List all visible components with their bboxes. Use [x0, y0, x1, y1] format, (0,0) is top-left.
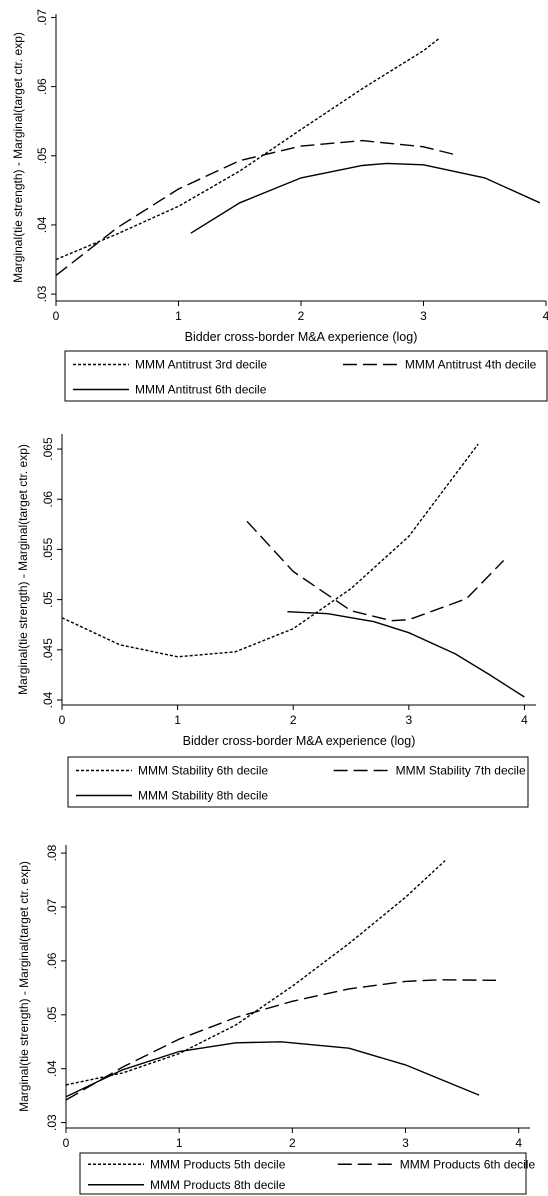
y-axis-title: Marginal(tie strength) - Marginal(target… — [11, 32, 25, 283]
x-tick-label: 2 — [289, 1136, 296, 1150]
legend-box — [64, 350, 548, 402]
x-tick-label: 1 — [174, 713, 181, 727]
x-axis-title: Bidder cross-border M&A experience (log) — [183, 734, 416, 748]
y-axis-title: Marginal(tie strength) - Marginal(target… — [16, 444, 30, 695]
y-tick-label: .03 — [35, 285, 49, 302]
x-tick-label: 0 — [53, 309, 60, 323]
y-tick-label: .05 — [41, 591, 55, 608]
chart-panel-1: 0 1 2 3 4 .03 .04 .05 .06 .07 Bidder cross-border … — [11, 9, 548, 402]
legend-box — [67, 756, 529, 808]
y-tick-label: .04 — [41, 691, 55, 708]
y-tick-label: .05 — [45, 1006, 59, 1023]
x-tick-label: 2 — [290, 713, 297, 727]
x-tick-label: 0 — [59, 713, 66, 727]
legend-entry: MMM Products 8th decile — [150, 1178, 286, 1192]
legend-entry: MMM Stability 6th decile — [138, 764, 268, 778]
y-axis-title: Marginal(tie strength) - Marginal(target… — [17, 861, 31, 1112]
legend-entry: MMM Stability 8th decile — [138, 789, 268, 803]
y-tick-label: .06 — [45, 952, 59, 969]
series-line-1 — [61, 443, 479, 658]
x-tick-label: 0 — [63, 1136, 70, 1150]
x-tick-label: 1 — [175, 309, 182, 323]
x-tick-label: 1 — [176, 1136, 183, 1150]
y-tick-label: .065 — [41, 437, 55, 461]
series-line-1 — [65, 860, 446, 1086]
legend-entry: MMM Antitrust 4th decile — [405, 358, 537, 372]
y-tick-label: .07 — [45, 898, 59, 915]
x-tick-label: 4 — [521, 713, 528, 727]
series-line-2 — [246, 520, 505, 622]
chart-panel-2: 0 1 2 3 4 .04 .045 .05 .055 .06 .065 Bidder cross-b… — [16, 434, 536, 808]
y-tick-label: .06 — [41, 491, 55, 508]
y-tick-label: .07 — [35, 9, 49, 26]
y-tick-label: .06 — [35, 78, 49, 95]
legend-box — [79, 1152, 527, 1195]
x-tick-label: 2 — [298, 309, 305, 323]
series-line-1 — [55, 37, 440, 261]
y-tick-label: .04 — [35, 216, 49, 233]
legend-entry: MMM Stability 7th decile — [396, 764, 526, 778]
x-tick-label: 4 — [515, 1136, 522, 1150]
y-tick-label: .03 — [45, 1114, 59, 1131]
x-tick-label: 4 — [543, 309, 548, 323]
x-axis-title: Bidder cross-border M&A experience (log) — [185, 330, 418, 344]
x-tick-label: 3 — [402, 1136, 409, 1150]
x-tick-label: 3 — [420, 309, 427, 323]
y-tick-label: .04 — [45, 1060, 59, 1077]
series-line-3 — [65, 1041, 480, 1098]
series-line-2 — [65, 979, 497, 1101]
series-line-2 — [55, 139, 455, 276]
y-tick-label: .05 — [35, 147, 49, 164]
legend-entry: MMM Products 5th decile — [150, 1157, 286, 1171]
y-tick-label: .055 — [41, 537, 55, 561]
series-line-3 — [287, 611, 525, 698]
legend-entry: MMM Products 6th decile — [400, 1157, 536, 1171]
y-tick-label: .08 — [45, 844, 59, 861]
legend-entry: MMM Antitrust 6th decile — [135, 383, 267, 397]
x-tick-label: 3 — [405, 713, 412, 727]
y-tick-label: .045 — [41, 638, 55, 662]
legend-entry: MMM Antitrust 3rd decile — [135, 358, 267, 372]
series-line-3 — [190, 162, 541, 234]
